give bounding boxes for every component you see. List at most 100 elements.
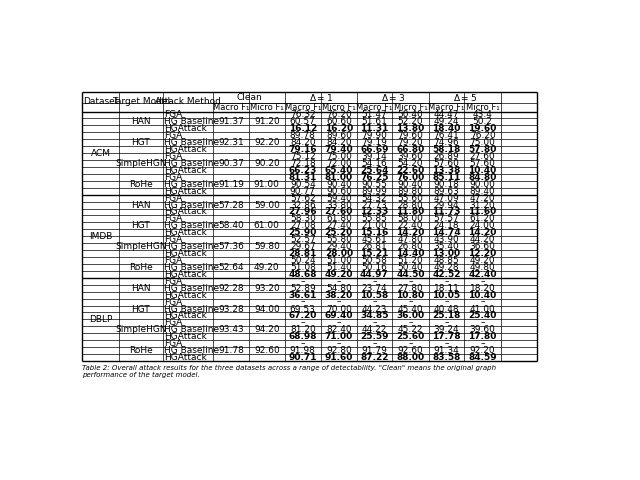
Text: –: – xyxy=(481,318,485,327)
Text: $\Delta = 3$: $\Delta = 3$ xyxy=(381,92,405,103)
Text: 84.20: 84.20 xyxy=(290,138,316,147)
Text: 89.78: 89.78 xyxy=(290,131,316,140)
Text: 57.60: 57.60 xyxy=(470,159,495,168)
Text: HAN: HAN xyxy=(131,118,150,126)
Text: 50.24: 50.24 xyxy=(290,256,316,265)
Text: $\Delta = 5$: $\Delta = 5$ xyxy=(452,92,477,103)
Text: 18.40: 18.40 xyxy=(433,124,461,133)
Text: 76.41: 76.41 xyxy=(434,131,460,140)
Text: 90.00: 90.00 xyxy=(470,180,495,189)
Text: 16.20: 16.20 xyxy=(324,124,353,133)
Text: 68.98: 68.98 xyxy=(289,332,317,341)
Text: 94.20: 94.20 xyxy=(254,325,280,334)
Text: 43.4: 43.4 xyxy=(473,110,493,120)
Text: 61.20: 61.20 xyxy=(470,215,495,223)
Text: HGAttack: HGAttack xyxy=(164,228,207,237)
Text: HG Baseline: HG Baseline xyxy=(164,180,220,189)
Text: 26.80: 26.80 xyxy=(397,242,424,251)
Text: HGAttack: HGAttack xyxy=(164,332,207,341)
Text: FGA: FGA xyxy=(164,152,183,161)
Text: FGA: FGA xyxy=(164,277,183,286)
Text: 67.20: 67.20 xyxy=(289,312,317,321)
Text: 92.20: 92.20 xyxy=(254,138,280,147)
Text: 92.80: 92.80 xyxy=(326,346,352,355)
Text: 61.80: 61.80 xyxy=(326,215,352,223)
Text: 58.00: 58.00 xyxy=(397,215,424,223)
Text: 39.60: 39.60 xyxy=(397,152,424,161)
Text: 11.80: 11.80 xyxy=(396,207,425,216)
Text: 93.20: 93.20 xyxy=(254,284,280,293)
Text: 90.18: 90.18 xyxy=(434,180,460,189)
Text: 51.20: 51.20 xyxy=(397,256,424,265)
Text: 69.53: 69.53 xyxy=(290,304,316,313)
Text: 44.50: 44.50 xyxy=(396,270,425,279)
Text: 25.20: 25.20 xyxy=(324,228,353,237)
Text: 91.00: 91.00 xyxy=(254,180,280,189)
Text: 25.90: 25.90 xyxy=(289,228,317,237)
Text: –: – xyxy=(337,339,341,348)
Text: 13.38: 13.38 xyxy=(433,166,461,175)
Text: SimpleHGN: SimpleHGN xyxy=(115,159,166,168)
Text: Attack Method: Attack Method xyxy=(155,97,221,107)
Text: 79.60: 79.60 xyxy=(397,131,424,140)
Text: 48.85: 48.85 xyxy=(434,256,460,265)
Text: Macro F₁: Macro F₁ xyxy=(213,103,250,112)
Text: Micro F₁: Micro F₁ xyxy=(250,103,284,112)
Text: 51.47: 51.47 xyxy=(362,110,387,120)
Text: 44.22: 44.22 xyxy=(362,325,387,334)
Text: –: – xyxy=(444,318,449,327)
Text: –: – xyxy=(372,339,377,348)
Text: HG Baseline: HG Baseline xyxy=(164,325,220,334)
Text: 57.60: 57.60 xyxy=(434,159,460,168)
Text: 24.18: 24.18 xyxy=(434,221,460,230)
Text: HAN: HAN xyxy=(131,201,150,210)
Text: 47.80: 47.80 xyxy=(397,235,424,244)
Text: 22.60: 22.60 xyxy=(396,166,425,175)
Text: 57.36: 57.36 xyxy=(218,242,244,251)
Text: 81.31: 81.31 xyxy=(289,173,317,182)
Text: 42.52: 42.52 xyxy=(433,270,461,279)
Text: 47.20: 47.20 xyxy=(470,193,495,203)
Text: Micro F₁: Micro F₁ xyxy=(466,103,499,112)
Text: 29.40: 29.40 xyxy=(326,242,351,251)
Text: ACM: ACM xyxy=(90,149,111,157)
Text: –: – xyxy=(301,339,305,348)
Text: 54.20: 54.20 xyxy=(397,159,423,168)
Text: 89.40: 89.40 xyxy=(470,187,495,196)
Text: FGA: FGA xyxy=(164,318,183,327)
Text: 17.80: 17.80 xyxy=(468,332,497,341)
Text: 36.61: 36.61 xyxy=(289,291,317,300)
Text: 91.98: 91.98 xyxy=(290,346,316,355)
Text: FGA: FGA xyxy=(164,193,183,203)
Text: RoHe: RoHe xyxy=(129,180,153,189)
Text: Table 2: Overall attack results for the three datasets across a range of detecta: Table 2: Overall attack results for the … xyxy=(83,365,497,378)
Text: 11.31: 11.31 xyxy=(360,124,388,133)
Text: 54.80: 54.80 xyxy=(326,284,352,293)
Text: 90.60: 90.60 xyxy=(326,187,352,196)
Text: SimpleHGN: SimpleHGN xyxy=(115,325,166,334)
Text: 27.80: 27.80 xyxy=(397,284,424,293)
Text: 14.20: 14.20 xyxy=(468,228,497,237)
Text: RoHe: RoHe xyxy=(129,263,153,272)
Text: Macro F₁: Macro F₁ xyxy=(285,103,321,112)
Text: 18.20: 18.20 xyxy=(470,284,495,293)
Text: HGT: HGT xyxy=(131,304,150,313)
Text: 12.20: 12.20 xyxy=(468,249,497,258)
Text: HG Baseline: HG Baseline xyxy=(164,138,220,147)
Text: –: – xyxy=(372,318,377,327)
Text: 57.57: 57.57 xyxy=(434,215,460,223)
Text: HG Baseline: HG Baseline xyxy=(164,159,220,168)
Text: 58.40: 58.40 xyxy=(218,221,244,230)
Text: Macro F₁: Macro F₁ xyxy=(356,103,393,112)
Text: 10.58: 10.58 xyxy=(360,291,388,300)
Text: 52.20: 52.20 xyxy=(397,118,423,126)
Text: 45.61: 45.61 xyxy=(362,235,387,244)
Text: 28.81: 28.81 xyxy=(289,249,317,258)
Text: 51.00: 51.00 xyxy=(326,256,352,265)
Text: HG Baseline: HG Baseline xyxy=(164,346,220,355)
Text: 84.80: 84.80 xyxy=(468,173,497,182)
Text: 87.22: 87.22 xyxy=(360,353,388,362)
Text: 39.14: 39.14 xyxy=(362,152,387,161)
Text: 39.24: 39.24 xyxy=(434,325,460,334)
Text: FGA: FGA xyxy=(164,131,183,140)
